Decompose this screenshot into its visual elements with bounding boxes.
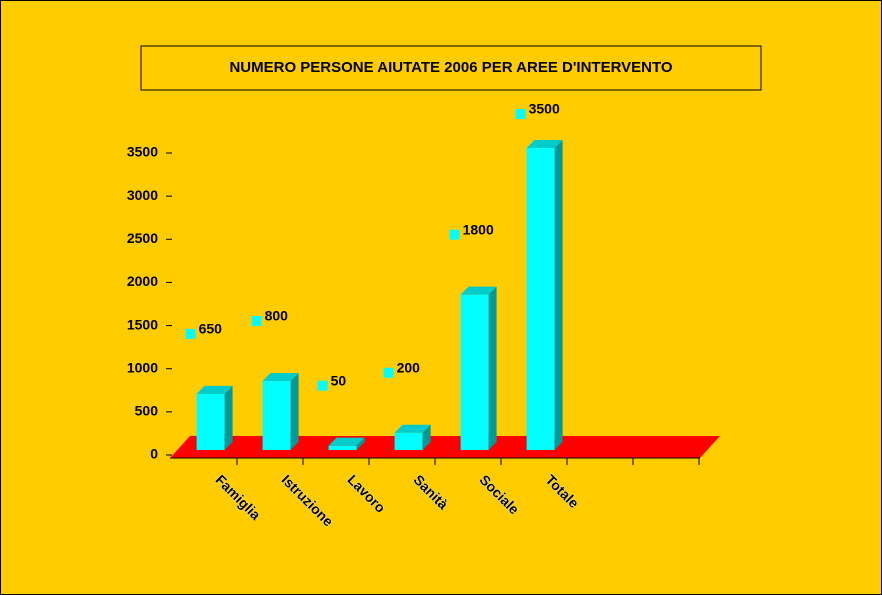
bar-top — [328, 437, 365, 446]
bar-side — [224, 385, 233, 450]
bar-side — [356, 437, 365, 450]
bar-front — [196, 393, 225, 450]
y-tick-label: 1500 — [127, 316, 158, 332]
data-label: 50 — [331, 372, 347, 388]
bar-top — [526, 140, 563, 148]
data-label: 3500 — [529, 101, 560, 117]
label-marker — [515, 109, 526, 119]
bar-side — [422, 424, 431, 450]
label-marker — [185, 328, 196, 339]
title-box — [140, 45, 762, 91]
chart-title: NUMERO PERSONE AIUTATE 2006 PER AREE D'I… — [229, 59, 672, 76]
bar-top — [262, 372, 299, 381]
label-marker — [449, 229, 460, 240]
y-tick-label: 1000 — [127, 359, 158, 375]
label-marker — [251, 315, 262, 326]
label-marker — [317, 380, 328, 391]
bar-top — [394, 424, 431, 433]
bar-side — [554, 140, 563, 450]
data-label: 1800 — [463, 221, 494, 237]
y-tick-label: 500 — [135, 403, 159, 419]
data-label: 650 — [199, 321, 223, 337]
bar-front — [526, 148, 555, 450]
bar-top — [196, 385, 233, 394]
y-tick-label: 3000 — [127, 187, 158, 203]
bar-side — [290, 372, 299, 450]
bar-front — [460, 294, 489, 450]
bar-front — [328, 445, 357, 450]
bar-front — [262, 380, 291, 450]
bar-top — [460, 286, 497, 295]
y-tick-label: 2500 — [127, 230, 158, 246]
bar-front — [394, 432, 423, 450]
y-tick-label: 2000 — [127, 273, 158, 289]
floor — [170, 436, 720, 458]
data-label: 200 — [397, 359, 421, 375]
y-tick-label: 3500 — [127, 144, 158, 160]
label-marker — [383, 367, 394, 378]
data-label: 800 — [265, 308, 289, 324]
bar-side — [488, 286, 497, 450]
y-tick-label: 0 — [150, 446, 158, 462]
